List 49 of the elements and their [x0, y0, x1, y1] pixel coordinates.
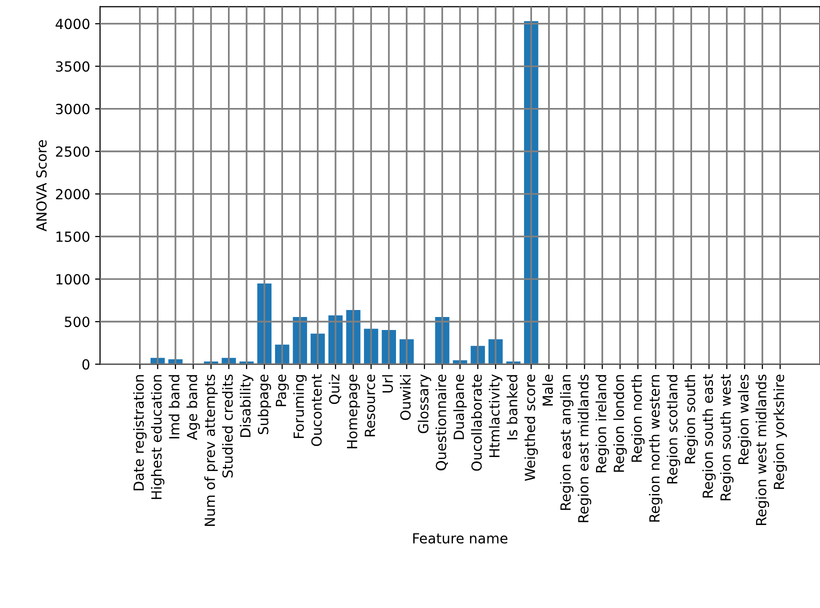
- x-tick-label: Region south: [684, 375, 698, 464]
- x-tick-label: Age band: [186, 375, 200, 440]
- y-tick-label: 500: [64, 316, 90, 328]
- x-tick-label: Oucollaborate: [471, 374, 482, 471]
- x-tick-label: Highest education: [150, 375, 164, 500]
- x-tick-label: Studied credits: [222, 374, 233, 478]
- x-tick-label: Dualpane: [453, 374, 467, 440]
- x-tick-label: Imd band: [168, 375, 180, 438]
- y-tick-label: 2000: [56, 188, 90, 200]
- x-tick-label: Region east anglian: [560, 375, 574, 510]
- x-tick-label: Region yorkshire: [773, 374, 787, 489]
- x-tick-label: Glossary: [418, 374, 432, 434]
- y-tick-label: 4000: [56, 18, 90, 30]
- x-tick-label: Weigthed score: [524, 374, 538, 481]
- x-tick-label: Resource: [364, 374, 376, 436]
- x-tick-label: Region london: [613, 375, 627, 472]
- x-tick-label: Region east midlands: [578, 374, 592, 522]
- x-tick-label: Url: [382, 375, 393, 392]
- y-tick-label: 3500: [56, 61, 90, 72]
- x-tick-label: Region scotland: [666, 375, 680, 484]
- y-tick-label: 0: [82, 359, 90, 370]
- x-tick-label: Foruming: [293, 375, 307, 438]
- x-tick-label: Region north: [631, 375, 645, 462]
- x-tick-label: Male: [542, 374, 553, 406]
- y-tick-label: 1500: [56, 231, 90, 242]
- y-tick-label: 1000: [56, 274, 90, 285]
- x-tick-label: Region west midlands: [756, 374, 770, 525]
- x-axis-title: Feature name: [413, 533, 508, 544]
- y-tick-label: 2500: [56, 146, 90, 157]
- x-tick-label: Subpage: [258, 374, 272, 434]
- bar: [310, 334, 325, 364]
- x-tick-label: Region south west: [720, 374, 734, 500]
- x-tick-label: Questionnaire: [436, 374, 448, 470]
- x-tick-label: Region wales: [738, 374, 752, 464]
- x-tick-label: Date registration: [133, 375, 147, 490]
- x-tick-label: Region south east: [702, 374, 716, 498]
- x-tick-label: Num of prev attempts: [204, 374, 218, 526]
- x-tick-label: Homepage: [347, 374, 360, 448]
- x-tick-label: Quiz: [328, 374, 342, 404]
- x-tick-label: Oucontent: [311, 374, 322, 446]
- y-tick-label: 3000: [56, 104, 90, 114]
- x-tick-label: Disability: [240, 374, 254, 437]
- x-tick-label: Is banked: [506, 375, 518, 440]
- x-tick-label: Page: [276, 374, 289, 406]
- y-axis-title: ANOVA Score: [36, 140, 47, 232]
- x-tick-label: Region ireland: [596, 375, 610, 472]
- x-tick-label: Htmlactivity: [488, 374, 502, 458]
- x-tick-label: Region north western: [648, 375, 662, 522]
- x-tick-label: Ouwiki: [400, 375, 411, 420]
